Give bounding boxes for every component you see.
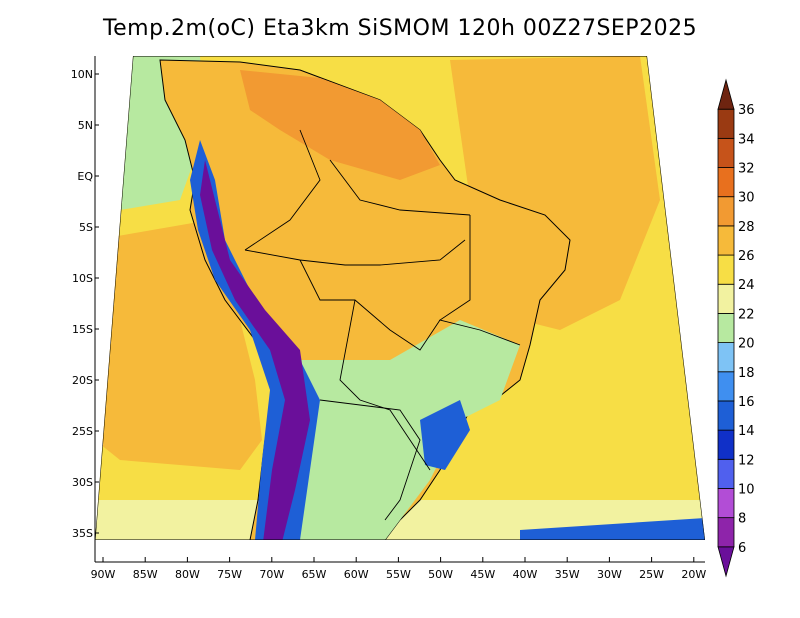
colorbar-segment — [717, 429, 735, 460]
colorbar-label: 34 — [738, 132, 755, 147]
lon-label: 80W — [175, 568, 200, 581]
lat-label: 15S — [72, 323, 93, 336]
lat-label: EQ — [77, 170, 93, 183]
colorbar-label: 28 — [738, 220, 755, 235]
lat-label: 10N — [71, 68, 93, 81]
latitude-labels: 10N 5N EQ 5S 10S 15S 20S 25S 30S 35S — [71, 68, 99, 540]
colorbar-label: 36 — [738, 103, 755, 118]
colorbar-label: 26 — [738, 249, 755, 264]
colorbar-low-arrow — [717, 546, 735, 578]
lon-label: 40W — [513, 568, 538, 581]
colorbar-segment — [717, 254, 735, 285]
lon-label: 50W — [428, 568, 453, 581]
colorbar-label: 6 — [738, 541, 746, 556]
lat-label: 35S — [72, 527, 93, 540]
colorbar-label: 14 — [738, 424, 755, 439]
colorbar-segment — [717, 108, 735, 139]
lat-label: 5N — [78, 119, 93, 132]
colorbar-segment — [717, 342, 735, 373]
lat-label: 25S — [72, 425, 93, 438]
colorbar: 6 8 10 12 14 16 18 20 22 24 26 28 30 32 34 36 — [717, 78, 755, 578]
lon-label: 60W — [344, 568, 369, 581]
southern-ocean-blue — [520, 518, 705, 540]
colorbar-segment — [717, 225, 735, 256]
land-hot-north — [240, 70, 440, 180]
lon-label: 70W — [259, 568, 284, 581]
land-cool-southeast — [280, 320, 520, 540]
lon-label: 35W — [555, 568, 580, 581]
colorbar-label: 12 — [738, 453, 755, 468]
colorbar-label: 30 — [738, 191, 755, 206]
longitude-labels: 90W 85W 80W 75W 70W 65W 60W 55W 50W 45W 40W 35W 30W 2… — [91, 56, 706, 581]
land-highland-se — [420, 400, 470, 470]
colorbar-segment — [717, 167, 735, 198]
map-domain — [95, 56, 705, 540]
colorbar-segment — [717, 488, 735, 519]
country-borders — [244, 129, 521, 521]
colorbar-label: 22 — [738, 307, 755, 322]
colorbar-segment — [717, 196, 735, 227]
lat-label: 30S — [72, 476, 93, 489]
colorbar-label: 24 — [738, 278, 755, 293]
map-title: Temp.2m(oC) Eta3km SiSMOM 120h 00Z27SEP2… — [102, 16, 698, 41]
andes-peaks — [200, 160, 310, 540]
colorbar-segment — [717, 313, 735, 343]
lon-label: 90W — [91, 568, 116, 581]
colorbar-label: 18 — [738, 366, 755, 381]
colorbar-high-arrow — [717, 78, 735, 110]
colorbar-label: 20 — [738, 337, 755, 352]
lon-label: 85W — [133, 568, 158, 581]
lon-label: 65W — [302, 568, 327, 581]
lat-label: 5S — [79, 221, 93, 234]
colorbar-segment — [717, 400, 735, 431]
lon-label: 75W — [217, 568, 242, 581]
colorbar-label: 10 — [738, 482, 755, 497]
colorbar-segment — [717, 283, 735, 314]
lat-label: 20S — [72, 374, 93, 387]
colorbar-label: 32 — [738, 162, 755, 177]
colorbar-segment — [717, 137, 735, 168]
lon-label: 55W — [386, 568, 411, 581]
lat-label: 10S — [72, 272, 93, 285]
lon-label: 45W — [470, 568, 495, 581]
colorbar-label: 16 — [738, 395, 755, 410]
colorbar-segment — [717, 517, 735, 548]
lon-label: 25W — [639, 568, 664, 581]
colorbar-segment — [717, 371, 735, 402]
lon-label: 30W — [597, 568, 622, 581]
colorbar-label: 8 — [738, 512, 746, 527]
lon-label: 20W — [681, 568, 706, 581]
colorbar-segment — [717, 458, 735, 489]
